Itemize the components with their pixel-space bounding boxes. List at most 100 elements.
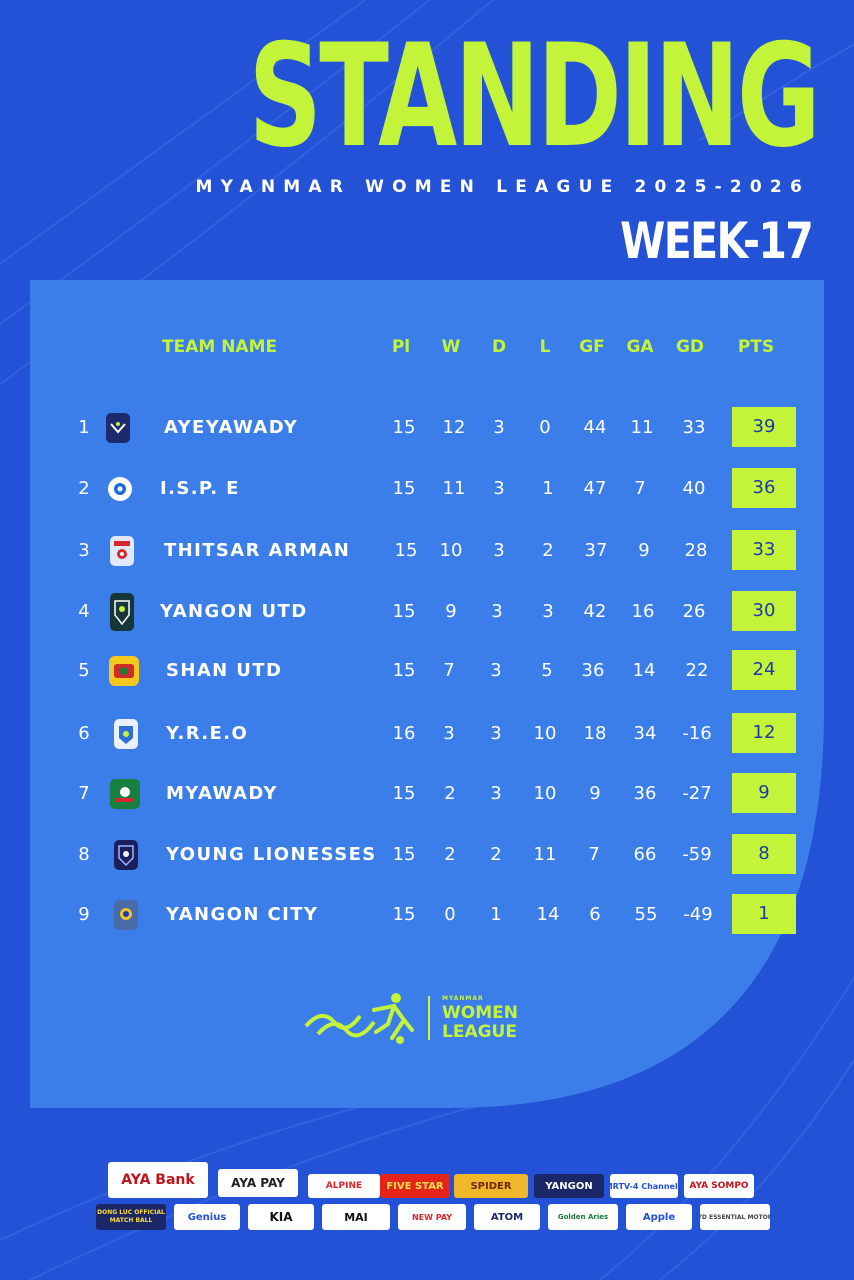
draws: 1 bbox=[490, 904, 502, 925]
sponsor-logo: MRTV-4 Channel7 bbox=[610, 1174, 678, 1198]
table-row: 9 YANGON CITY 15 0 1 14 6 55 -49 1 bbox=[0, 894, 854, 936]
goal-difference: 40 bbox=[682, 478, 706, 499]
losses: 0 bbox=[539, 417, 551, 438]
goals-for: 47 bbox=[583, 478, 607, 499]
goal-difference: 22 bbox=[685, 660, 709, 681]
header-w: W bbox=[441, 337, 461, 357]
league-subtitle: MYANMAR WOMEN LEAGUE 2025-2026 bbox=[195, 177, 810, 197]
table-row: 6 Y.R.E.O 16 3 3 10 18 34 -16 12 bbox=[0, 713, 854, 755]
points: 33 bbox=[732, 530, 796, 570]
sponsor-logo: YANGON bbox=[534, 1174, 604, 1198]
wins: 7 bbox=[443, 660, 455, 681]
header-ga: GA bbox=[626, 337, 654, 357]
yangon-city-crest-icon bbox=[114, 900, 138, 930]
page-title: STANDING bbox=[248, 14, 821, 179]
goals-against: 9 bbox=[638, 540, 650, 561]
losses: 5 bbox=[541, 660, 553, 681]
draws: 3 bbox=[493, 540, 505, 561]
sponsor-logo: AYA SOMPO bbox=[684, 1174, 754, 1198]
header-pts: PTS bbox=[737, 337, 775, 357]
points: 9 bbox=[732, 773, 796, 813]
sponsor-logo: AYA PAY bbox=[218, 1169, 298, 1197]
thitsar-arman-crest-icon bbox=[110, 536, 134, 566]
sponsor-logo: MAI bbox=[322, 1204, 390, 1230]
points: 36 bbox=[732, 468, 796, 508]
yangon-utd-crest-icon bbox=[110, 593, 134, 631]
league-logo-line1: WOMEN bbox=[442, 1003, 518, 1023]
goals-for: 44 bbox=[583, 417, 607, 438]
goals-for: 42 bbox=[583, 601, 607, 622]
draws: 3 bbox=[490, 723, 502, 744]
wins: 10 bbox=[439, 540, 463, 561]
young-lionesses-crest-icon bbox=[114, 840, 138, 870]
losses: 3 bbox=[542, 601, 554, 622]
goal-difference: 28 bbox=[684, 540, 708, 561]
goals-against: 7 bbox=[634, 478, 646, 499]
sponsor-logo: ATOM bbox=[474, 1204, 540, 1230]
wins: 3 bbox=[443, 723, 455, 744]
played: 15 bbox=[392, 844, 416, 865]
points: 30 bbox=[732, 591, 796, 631]
shan-utd-crest-icon bbox=[109, 656, 139, 686]
losses: 14 bbox=[536, 904, 560, 925]
rank: 5 bbox=[78, 660, 90, 681]
table-row: 2 I.S.P. E 15 11 3 1 47 7 40 36 bbox=[0, 468, 854, 510]
losses: 2 bbox=[542, 540, 554, 561]
draws: 3 bbox=[490, 783, 502, 804]
rank: 2 bbox=[78, 478, 90, 499]
rank: 4 bbox=[78, 601, 90, 622]
goals-against: 36 bbox=[633, 783, 657, 804]
header-team: TEAM NAME bbox=[162, 337, 278, 357]
team-name: Y.R.E.O bbox=[166, 723, 249, 744]
goals-against: 66 bbox=[633, 844, 657, 865]
goals-for: 37 bbox=[584, 540, 608, 561]
table-header: TEAM NAME Pl W D L GF GA GD PTS bbox=[0, 337, 854, 367]
goal-difference: -27 bbox=[682, 783, 712, 804]
sponsor-logo: Golden Aries bbox=[548, 1204, 618, 1230]
played: 15 bbox=[392, 783, 416, 804]
played: 15 bbox=[392, 417, 416, 438]
points: 24 bbox=[732, 650, 796, 690]
team-name: THITSAR ARMAN bbox=[164, 540, 351, 561]
team-name: YOUNG LIONESSES bbox=[166, 844, 377, 865]
ispe-crest-icon bbox=[108, 477, 132, 501]
wins: 2 bbox=[444, 783, 456, 804]
goals-against: 34 bbox=[633, 723, 657, 744]
wins: 12 bbox=[442, 417, 466, 438]
goal-difference: -49 bbox=[683, 904, 713, 925]
rank: 8 bbox=[78, 844, 90, 865]
losses: 10 bbox=[533, 783, 557, 804]
goal-difference: -16 bbox=[682, 723, 712, 744]
table-row: 4 YANGON UTD 15 9 3 3 42 16 26 30 bbox=[0, 591, 854, 633]
team-name: YANGON UTD bbox=[160, 601, 308, 622]
team-name: YANGON CITY bbox=[166, 904, 319, 925]
goals-for: 6 bbox=[589, 904, 601, 925]
header-l: L bbox=[539, 337, 551, 357]
goal-difference: 26 bbox=[682, 601, 706, 622]
league-logo-divider bbox=[428, 996, 430, 1040]
goals-against: 14 bbox=[632, 660, 656, 681]
sponsor-logo: Genius bbox=[174, 1204, 240, 1230]
sponsor-logo: FIVE STAR bbox=[380, 1174, 450, 1198]
losses: 10 bbox=[533, 723, 557, 744]
table-row: 8 YOUNG LIONESSES 15 2 2 11 7 66 -59 8 bbox=[0, 834, 854, 876]
sponsor-logo: BYD ESSENTIAL MOTORS bbox=[700, 1204, 770, 1230]
draws: 3 bbox=[493, 417, 505, 438]
wins: 2 bbox=[444, 844, 456, 865]
table-row: 3 THITSAR ARMAN 15 10 3 2 37 9 28 33 bbox=[0, 530, 854, 572]
yreo-crest-icon bbox=[114, 719, 138, 749]
played: 16 bbox=[392, 723, 416, 744]
wins: 0 bbox=[444, 904, 456, 925]
league-logo-line2: LEAGUE bbox=[442, 1022, 517, 1042]
rank: 3 bbox=[78, 540, 90, 561]
myawady-crest-icon bbox=[110, 779, 140, 809]
played: 15 bbox=[392, 660, 416, 681]
points: 39 bbox=[732, 407, 796, 447]
header-gd: GD bbox=[675, 337, 705, 357]
sponsor-logo: SPIDER bbox=[454, 1174, 528, 1198]
sponsor-logo: ALPINE bbox=[308, 1174, 380, 1198]
played: 15 bbox=[392, 904, 416, 925]
losses: 1 bbox=[542, 478, 554, 499]
ayeyawady-crest-icon bbox=[106, 413, 130, 443]
sponsor-logo: NEW PAY bbox=[398, 1204, 466, 1230]
